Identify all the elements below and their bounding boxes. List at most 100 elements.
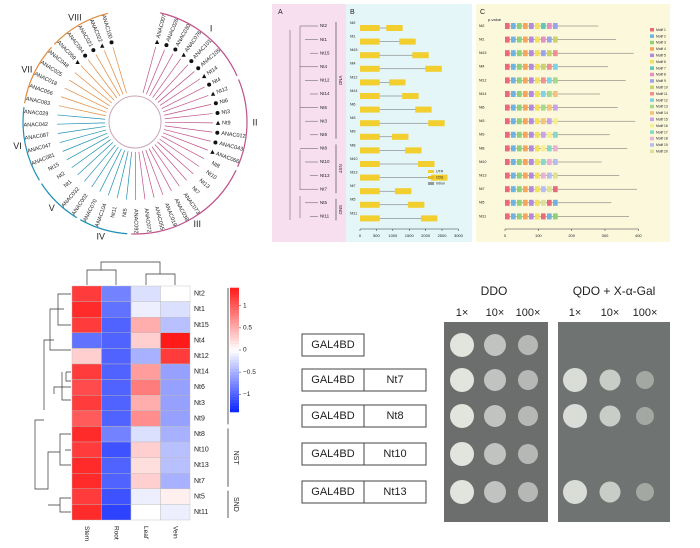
motif [517, 172, 522, 179]
leaf-marker [164, 43, 169, 48]
motif [535, 145, 540, 152]
motif [535, 131, 540, 138]
leaf-label: ANAC087 [24, 132, 49, 142]
branch [91, 146, 119, 188]
branch [80, 65, 115, 101]
yeast-spot [563, 404, 587, 428]
colorbar-step [230, 287, 239, 292]
heat-cell [101, 285, 132, 302]
leaf-label: Nt14 [206, 65, 219, 76]
motif [547, 199, 552, 206]
colorbar-step [230, 324, 239, 329]
heat-cell [160, 473, 191, 490]
leaf-marker [189, 59, 194, 64]
leaf-label: ANAC012 [221, 131, 246, 140]
group-label: VND [338, 76, 343, 86]
colorbar-step [230, 306, 239, 310]
gene-label: Nt14 [320, 91, 330, 96]
group-label: NST [338, 164, 343, 173]
heat-cell [160, 410, 191, 427]
legend-swatch [650, 53, 654, 58]
yeast-spot [636, 483, 654, 501]
yeast-spot [450, 480, 474, 504]
heat-cell [130, 426, 161, 443]
construct-box [301, 333, 365, 357]
yeast-spot [484, 405, 506, 427]
motif [529, 172, 534, 179]
gene-label: Nt13 [320, 173, 330, 178]
legend-swatch [650, 149, 654, 154]
motif [523, 118, 528, 125]
leaf-label: Nt5 [122, 208, 129, 217]
prey-label: Nt8 [386, 410, 403, 422]
branch [84, 144, 116, 182]
clade-arc [160, 12, 238, 77]
heat-cell [130, 504, 161, 521]
motif [553, 172, 558, 179]
branch [161, 135, 205, 159]
motif [505, 118, 510, 125]
motif [547, 213, 552, 220]
branch [163, 95, 209, 113]
x-tick-label: 0 [504, 233, 507, 238]
motif [505, 77, 510, 84]
yeast-spot [636, 407, 654, 425]
exon [360, 65, 380, 72]
motif [505, 104, 510, 111]
column-label: Root [113, 526, 120, 540]
legend-label: Motif 14 [656, 111, 668, 115]
leaf-label: Nt3 [221, 109, 230, 116]
legend-label: Motif 15 [656, 117, 668, 121]
leaf-label: ANAC100 [100, 14, 113, 39]
gene-label: Nt9 [350, 130, 356, 134]
leaf-label: ANAC104 [94, 203, 108, 228]
motif [511, 131, 516, 138]
heat-cell [101, 504, 132, 521]
row-label: Nt1 [194, 306, 205, 313]
clade-label: V [49, 203, 55, 213]
colorbar-step [230, 399, 239, 403]
motif [535, 50, 540, 57]
branch [151, 146, 180, 187]
colorbar-step [230, 340, 239, 345]
motif [529, 104, 534, 111]
heat-cell [160, 348, 191, 365]
legend-label: Motif 17 [656, 130, 668, 134]
row-label: Nt13 [194, 462, 209, 469]
colorbar-label: 0 [243, 347, 247, 354]
gene-label: Nt8 [320, 146, 328, 151]
heat-cell [130, 441, 161, 458]
motif [517, 63, 522, 70]
motif [523, 104, 528, 111]
clade-arc [237, 79, 248, 167]
legend-swatch [650, 92, 654, 96]
gene-label: Nt15 [350, 48, 357, 52]
row-label: Nt8 [194, 431, 205, 438]
heat-cell [160, 395, 191, 412]
row-label: Nt12 [194, 353, 209, 360]
branch [58, 105, 106, 117]
row-label: Nt4 [194, 337, 205, 344]
tree-core [108, 95, 162, 149]
motif [535, 63, 540, 70]
motif [517, 159, 522, 165]
legend-label: Motif 13 [656, 105, 668, 109]
branch [164, 121, 213, 124]
exon [360, 38, 380, 45]
gene-label: Nt3 [350, 116, 356, 120]
legend-label: Motif 20 [656, 149, 668, 153]
legend-swatch [650, 34, 654, 38]
row-label: Nt6 [194, 384, 205, 391]
motif [529, 118, 534, 125]
heat-cell [101, 317, 132, 334]
heat-cell [71, 457, 102, 474]
column-label: Vein [172, 526, 179, 539]
heat-cell [160, 504, 191, 521]
panel-letter: A [278, 9, 283, 16]
motif [535, 159, 540, 165]
motif [511, 50, 516, 57]
x-tick-label: 400 [635, 233, 642, 238]
branch [161, 86, 205, 109]
clade-label: VIII [68, 13, 82, 23]
